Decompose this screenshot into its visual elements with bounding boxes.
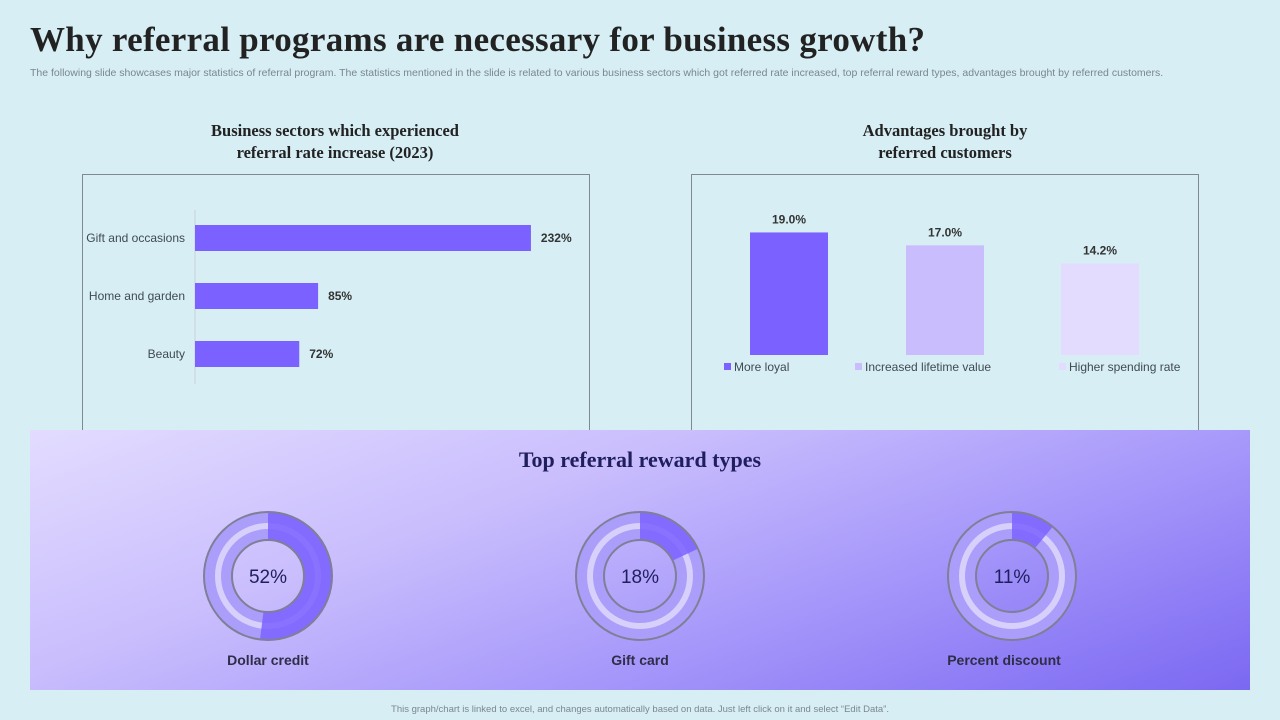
advantage-bar[interactable]: [1061, 263, 1139, 355]
sector-bar[interactable]: [195, 225, 531, 251]
rewards-panel: Top referral reward types 52% Dollar cred…: [30, 430, 1250, 690]
sector-bar[interactable]: [195, 283, 319, 309]
advantages-chart-title: Advantages brought by referred customers: [862, 121, 1028, 162]
page-subtitle: The following slide showcases major stat…: [30, 67, 1164, 79]
advantage-value-label: 19.0%: [772, 212, 806, 226]
donut-segment[interactable]: [259, 512, 332, 640]
donut-inner-border: [975, 539, 1049, 613]
donut-value-label: 52%: [249, 567, 287, 588]
donut-segment[interactable]: [640, 512, 698, 561]
rewards-title: Top referral reward types: [518, 447, 762, 472]
donut-segment[interactable]: [1012, 512, 1053, 549]
donut-inner-border: [603, 539, 677, 613]
sector-value-label: 72%: [309, 347, 333, 361]
legend-swatch: [724, 363, 731, 370]
donut-outer-border: [575, 511, 705, 641]
legend-label: Increased lifetime value: [865, 360, 991, 374]
donut-category-label: Percent discount: [947, 652, 1061, 668]
sectors-chart-title: Business sectors which experienced refer…: [211, 121, 459, 162]
advantage-bar[interactable]: [906, 245, 984, 355]
sector-value-label: 232%: [541, 231, 572, 245]
sectors-bar-chart[interactable]: Gift and occasions 232% Home and garden 85%…: [82, 174, 590, 431]
donut-value-label: 11%: [994, 567, 1031, 588]
legend-label: Higher spending rate: [1069, 360, 1181, 374]
legend-swatch: [855, 363, 862, 370]
donut-inner-border: [231, 539, 305, 613]
legend-label: More loyal: [734, 360, 789, 374]
advantage-bar[interactable]: [750, 232, 828, 355]
sector-tick-label: Gift and occasions: [86, 231, 185, 245]
reward-donut-charts[interactable]: 52% Dollar credit 18% Gift card 11% Percent d…: [30, 430, 1250, 690]
donut-category-label: Dollar credit: [227, 652, 309, 668]
advantage-value-label: 17.0%: [928, 225, 962, 239]
donut-category-label: Gift card: [611, 652, 669, 668]
advantages-bar-chart[interactable]: 19.0% 17.0% 14.2% More loyal Increased lifet…: [691, 174, 1199, 431]
footer-note: This graph/chart is linked to excel, and…: [391, 704, 889, 715]
sector-tick-label: Beauty: [148, 347, 185, 361]
sector-bar[interactable]: [195, 341, 300, 367]
page-title: Why referral programs are necessary for …: [30, 20, 926, 59]
donut-outer-border: [947, 511, 1077, 641]
sector-value-label: 85%: [328, 289, 352, 303]
sector-tick-label: Home and garden: [89, 289, 185, 303]
donut-outer-border: [203, 511, 333, 641]
advantage-value-label: 14.2%: [1083, 243, 1117, 257]
donut-value-label: 18%: [621, 567, 659, 588]
legend-swatch: [1059, 363, 1066, 370]
